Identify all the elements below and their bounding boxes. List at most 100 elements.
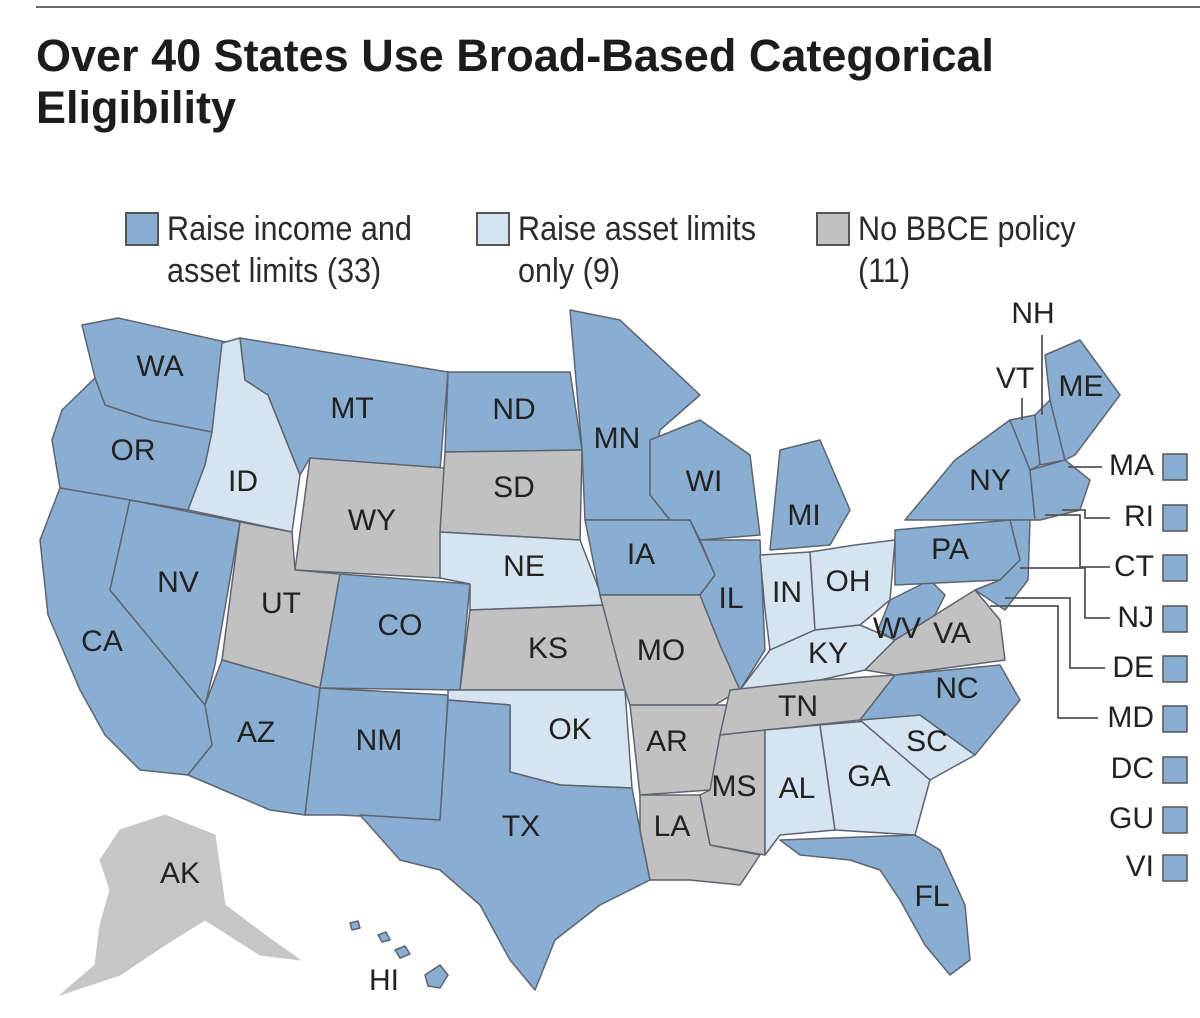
label-fl: FL [914, 880, 949, 913]
legend: Raise income and asset limits (33) Raise… [0, 208, 1200, 298]
leader-ct [1045, 514, 1110, 568]
side-label-ct: CT [1114, 550, 1154, 583]
side-box-ma [1162, 453, 1188, 481]
state-shapes [39, 309, 1121, 996]
legend-item-income-asset: Raise income and asset limits (33) [125, 208, 439, 292]
legend-label-asset-only-1: Raise asset limits [518, 210, 757, 248]
legend-item-asset-only: Raise asset limits only (9) [476, 208, 783, 292]
label-mt: MT [330, 392, 373, 425]
label-ca: CA [81, 625, 123, 658]
side-box-dc [1162, 756, 1188, 784]
label-ny: NY [969, 464, 1011, 497]
leader-de [1005, 597, 1105, 669]
label-ne: NE [503, 550, 545, 583]
leader-nj [1020, 567, 1110, 619]
label-wa: WA [136, 350, 183, 383]
state-me[interactable] [1044, 339, 1121, 461]
label-az: AZ [237, 716, 275, 749]
label-hi: HI [369, 964, 399, 997]
side-label-vi: VI [1126, 850, 1154, 883]
label-me: ME [1059, 370, 1104, 403]
state-ak[interactable] [59, 814, 301, 996]
state-hi[interactable] [424, 964, 449, 989]
state-hi-small-3 [349, 920, 361, 931]
side-label-de: DE [1112, 651, 1154, 684]
label-pa: PA [931, 533, 969, 566]
leader-ri [1062, 509, 1110, 519]
leader-md [990, 605, 1098, 719]
page-title: Over 40 States Use Broad-Based Categoric… [36, 30, 1156, 134]
label-ok: OK [548, 713, 591, 746]
label-ar: AR [646, 725, 688, 758]
side-box-vi [1162, 854, 1188, 882]
side-label-nj: NJ [1117, 601, 1154, 634]
state-ma-ct-ri[interactable] [1029, 459, 1091, 521]
label-nm: NM [356, 724, 403, 757]
side-box-gu [1162, 806, 1188, 834]
side-label-dc: DC [1111, 752, 1154, 785]
side-box-de [1162, 655, 1188, 683]
side-label-ma: MA [1109, 449, 1154, 482]
label-wi: WI [686, 465, 723, 498]
side-box-ri [1162, 504, 1188, 532]
legend-label-no-bbce-1: No BBCE policy [858, 210, 1076, 248]
legend-swatch-asset-only [476, 212, 510, 246]
label-il: IL [718, 582, 743, 615]
state-ky[interactable] [739, 624, 896, 691]
state-fl[interactable] [779, 834, 971, 976]
label-ms: MS [712, 770, 757, 803]
label-or: OR [111, 434, 156, 467]
state-hi-small-1 [394, 945, 411, 959]
label-nv: NV [157, 566, 199, 599]
legend-swatch-no-bbce [816, 212, 850, 246]
side-labels: MA RI CT NJ DE MD DC GU VI [990, 449, 1188, 883]
label-vt: VT [996, 362, 1034, 395]
label-oh: OH [826, 565, 871, 598]
label-sc: SC [906, 725, 948, 758]
side-label-ri: RI [1124, 500, 1154, 533]
label-ut: UT [261, 587, 301, 620]
state-mi[interactable] [769, 439, 851, 551]
legend-label-income-asset-1: Raise income and [167, 210, 412, 248]
label-al: AL [779, 772, 816, 805]
label-wv: WV [873, 612, 921, 645]
label-va: VA [933, 617, 971, 650]
label-tn: TN [778, 690, 818, 723]
label-co: CO [378, 609, 423, 642]
state-labels: WA OR CA NV ID MT WY UT CO AZ NM ND SD N… [81, 297, 1103, 997]
legend-swatch-income-asset [125, 212, 159, 246]
label-sd: SD [493, 471, 535, 504]
side-box-ct [1162, 554, 1188, 582]
state-al[interactable] [764, 724, 836, 856]
label-nh: NH [1011, 297, 1054, 330]
legend-label-no-bbce-2: (11) [858, 252, 911, 290]
label-la: LA [654, 810, 691, 843]
legend-item-no-bbce: No BBCE policy (11) [816, 208, 1100, 292]
side-label-gu: GU [1109, 802, 1154, 835]
label-ks: KS [528, 632, 568, 665]
label-id: ID [228, 465, 258, 498]
label-wy: WY [348, 504, 396, 537]
side-box-md [1162, 705, 1188, 733]
state-tx[interactable] [359, 699, 651, 991]
title-line-1: Over 40 States Use Broad-Based Categoric… [36, 30, 994, 81]
state-nv[interactable] [109, 499, 241, 706]
label-ga: GA [847, 760, 890, 793]
legend-label-asset-only-2: only (9) [518, 252, 621, 290]
label-nd: ND [492, 393, 535, 426]
label-ia: IA [627, 538, 655, 571]
label-mi: MI [787, 499, 820, 532]
side-label-md: MD [1107, 701, 1154, 734]
title-line-2: Eligibility [36, 82, 237, 133]
label-nc: NC [935, 672, 978, 705]
label-mn: MN [594, 422, 641, 455]
label-ak: AK [160, 857, 200, 890]
state-hi-small-2 [377, 931, 391, 943]
state-nj-de-md[interactable] [974, 519, 1031, 611]
top-rule [36, 6, 1200, 8]
legend-label-income-asset-2: asset limits (33) [167, 252, 382, 290]
side-box-nj [1162, 605, 1188, 633]
label-tx: TX [502, 810, 540, 843]
label-in: IN [772, 576, 802, 609]
